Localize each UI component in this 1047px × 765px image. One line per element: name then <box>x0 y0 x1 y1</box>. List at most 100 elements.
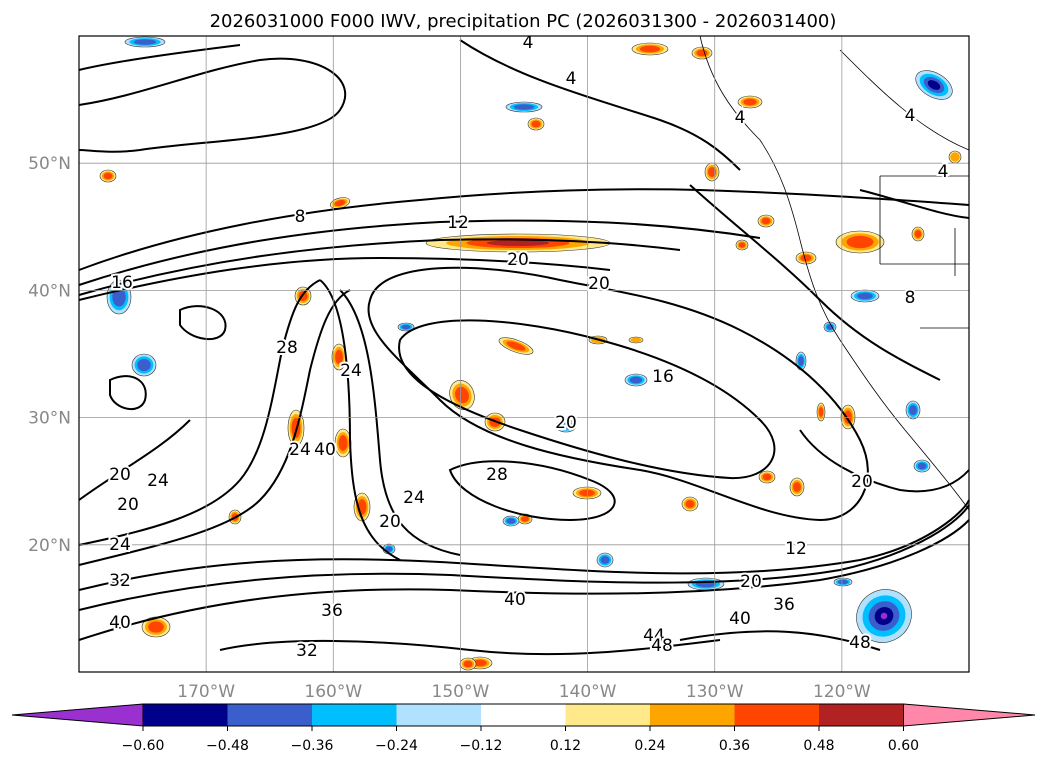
contour-value-label: 48 <box>849 633 871 653</box>
contour-value-label: 32 <box>296 641 318 661</box>
iwv-contour-line <box>78 238 681 296</box>
precip-fill <box>909 404 917 416</box>
precip-fill <box>800 254 812 262</box>
contour-value-label: 24 <box>403 488 425 508</box>
gridlines <box>79 36 969 672</box>
precip-cell <box>681 496 699 512</box>
coastline <box>839 49 970 151</box>
iwv-contour-line <box>799 429 970 493</box>
contour-value-label: 12 <box>785 539 807 559</box>
latitude-tick-labels: 50°N 40°N 30°N 20°N <box>28 154 71 556</box>
longitude-tick-label: 140°W <box>559 682 617 702</box>
colorbar-segment <box>650 704 735 726</box>
iwv-contour-line <box>78 219 761 286</box>
contour-value-label: 4 <box>523 33 534 53</box>
contour-value-label: 20 <box>117 495 139 515</box>
precip-fill <box>696 49 708 57</box>
precip-fill <box>463 660 473 668</box>
chart-title: 2026031000 F000 IWV, precipitation PC (2… <box>210 11 837 32</box>
contour-value-label: 36 <box>321 601 343 621</box>
contour-value-label: 24 <box>109 535 131 555</box>
contour-value-label: 20 <box>740 572 762 592</box>
precip-cell <box>502 515 520 527</box>
precip-cell <box>353 492 371 522</box>
precip-cell <box>131 353 157 377</box>
longitude-tick-labels: 170°W 160°W 150°W 140°W 130°W 120°W <box>177 682 871 702</box>
precip-fill <box>917 462 927 470</box>
contour-value-label: 36 <box>773 595 795 615</box>
precip-fill <box>531 120 541 128</box>
iwv-contour-line <box>367 266 869 522</box>
contour-value-label: 40 <box>729 609 751 629</box>
precip-cell <box>555 419 577 433</box>
precip-fill <box>506 518 516 524</box>
colorbar-segment <box>565 704 651 726</box>
colorbar-segment <box>312 704 397 726</box>
iwv-contour-line <box>459 39 741 171</box>
plot-frame <box>78 35 970 673</box>
precip-fill <box>486 239 550 247</box>
precip-fill <box>103 172 113 180</box>
contour-value-label: 44 <box>643 626 665 646</box>
longitude-tick-label: 150°W <box>432 682 490 702</box>
contour-value-label: 24 <box>147 471 169 491</box>
contour-value-label: 8 <box>905 288 916 308</box>
precip-fill <box>513 104 535 110</box>
precip-cell <box>816 402 826 422</box>
iwv-contour-line <box>78 44 241 71</box>
iwv-contour-line <box>859 189 970 219</box>
contour-value-label: 24 <box>340 361 362 381</box>
precip-cell <box>850 289 880 303</box>
iwv-contour-line <box>78 256 611 301</box>
precip-fill <box>762 473 772 481</box>
iwv-contour-line <box>78 279 321 546</box>
latitude-tick-label: 30°N <box>28 409 71 429</box>
precip-fill <box>857 292 873 300</box>
colorbar-tick-label: −0.24 <box>375 738 418 754</box>
contour-value-label: 4 <box>566 69 577 89</box>
precip-cell <box>99 169 117 183</box>
precip-cell <box>631 42 669 56</box>
precip-cell <box>795 351 807 371</box>
precip-fill <box>148 621 164 633</box>
contour-value-label: 8 <box>295 207 306 227</box>
precip-cell <box>789 477 805 497</box>
precip-cell <box>572 486 602 500</box>
precip-fill <box>798 355 804 367</box>
colorbar-tick-label: 0.24 <box>634 738 665 754</box>
colorbar-tick-label: −0.60 <box>122 738 165 754</box>
coastline <box>699 35 970 511</box>
iwv-contour-line <box>78 289 351 566</box>
precip-fill <box>506 341 526 351</box>
contour-value-label: 20 <box>109 465 131 485</box>
precip-cell <box>735 239 749 251</box>
precip-fill <box>137 358 151 372</box>
precipitation-layer <box>99 36 962 671</box>
colorbar-segment <box>396 704 482 726</box>
precip-fill <box>743 98 757 106</box>
colorbar: −0.60 −0.48 −0.36 −0.24 −0.12 0.12 0.24 0.36 0.4… <box>11 703 1036 754</box>
iwv-contour-labels: 4444488121216162020202020202020242424242… <box>107 31 950 663</box>
precip-cell <box>596 552 614 568</box>
precip-cell <box>624 373 648 387</box>
precip-fill <box>600 556 610 564</box>
colorbar-tick-label: 0.36 <box>719 738 750 754</box>
iwv-contour-line <box>78 419 191 501</box>
iwv-contour-line <box>109 375 147 410</box>
precip-fill <box>385 546 393 552</box>
iwv-contour-line <box>78 519 970 641</box>
longitude-tick-label: 120°W <box>813 682 871 702</box>
latitude-tick-label: 50°N <box>28 154 71 174</box>
iwv-contour-line <box>339 289 461 556</box>
precip-cell <box>911 226 925 242</box>
precip-fill <box>685 500 695 508</box>
precip-cell <box>835 230 885 254</box>
contour-value-label: 40 <box>314 440 336 460</box>
iwv-contour-line <box>78 188 970 271</box>
precip-cell <box>687 577 725 591</box>
colorbar-tick-label: −0.36 <box>291 738 334 754</box>
colorbar-tick-label: −0.48 <box>206 738 249 754</box>
precip-cell <box>905 400 921 420</box>
precip-fill <box>793 481 801 493</box>
